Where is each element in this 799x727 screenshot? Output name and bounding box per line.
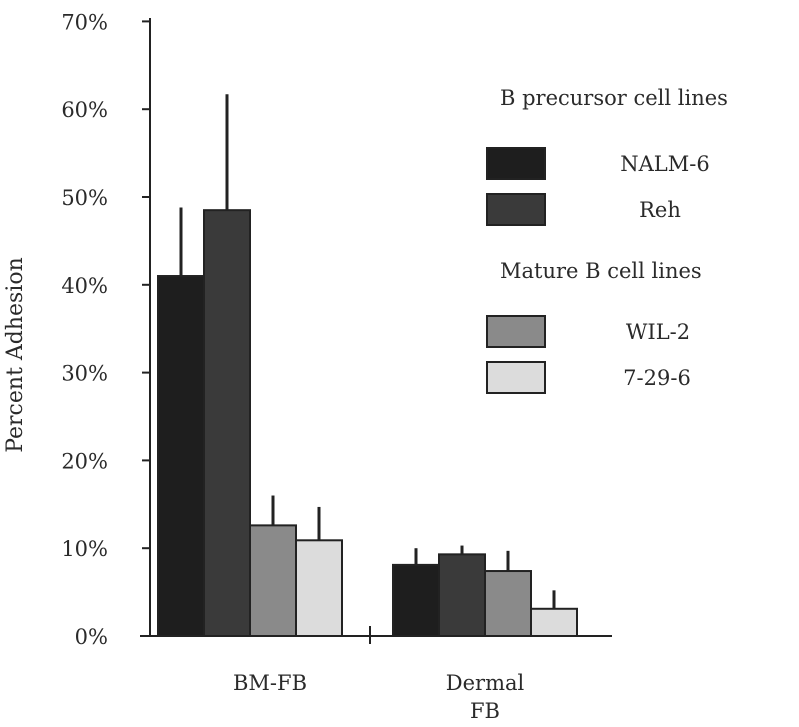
y-tick-label: 30%: [61, 362, 108, 386]
y-tick-label: 40%: [61, 274, 108, 298]
bar-nalm-6: [157, 275, 205, 637]
y-tick-label: 60%: [61, 98, 108, 122]
legend-swatch: [486, 361, 546, 394]
bar-reh: [203, 209, 251, 637]
bar-reh: [438, 553, 486, 638]
legend-swatch: [486, 315, 546, 348]
x-label-bm-fb: BM-FB: [233, 671, 307, 695]
y-tick-label: 50%: [61, 186, 108, 210]
legend-label: NALM-6: [620, 152, 709, 176]
x-label-dermal-fb: Dermal FB: [446, 671, 525, 723]
legend-swatch: [486, 193, 546, 226]
legend-swatch: [486, 147, 546, 180]
legend-label: Reh: [639, 198, 681, 222]
y-axis-label: Percent Adhesion: [3, 257, 28, 453]
y-tick-label: 0%: [75, 625, 108, 649]
legend-group-title: Mature B cell lines: [500, 259, 702, 283]
bar-wil-2: [484, 570, 532, 638]
legend-label: WIL-2: [626, 320, 690, 344]
bar-7-29-6: [295, 539, 343, 637]
y-tick-label: 10%: [61, 537, 108, 561]
legend-label: 7-29-6: [623, 366, 691, 390]
bar-nalm-6: [392, 563, 440, 638]
bar-7-29-6: [530, 607, 578, 637]
y-tick-label: 70%: [61, 10, 108, 34]
y-tick-label: 20%: [61, 449, 108, 473]
bar-wil-2: [249, 524, 297, 638]
legend-group-title: B precursor cell lines: [500, 86, 728, 110]
